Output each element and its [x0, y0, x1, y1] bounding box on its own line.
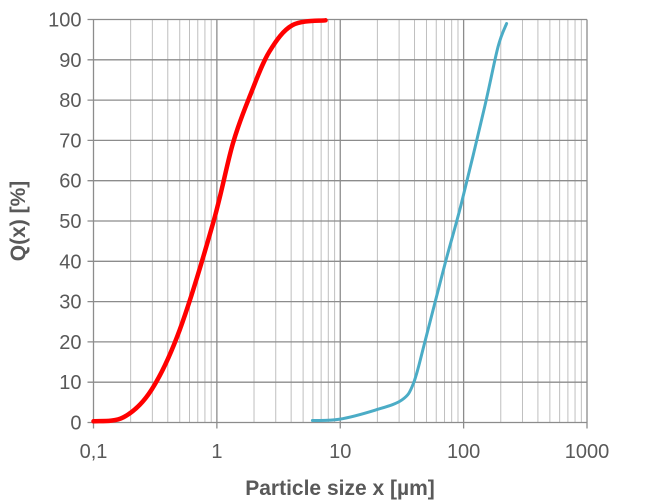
y-tick-label: 60 — [59, 171, 81, 193]
x-tick-label: 1 — [211, 441, 222, 463]
x-tick-label: 10 — [329, 441, 351, 463]
grid — [87, 18, 588, 429]
y-tick-label: 70 — [59, 130, 81, 152]
y-tick-labels: 0 10 20 30 40 50 60 70 80 90 100 — [48, 10, 81, 435]
y-tick-label: 100 — [48, 10, 81, 32]
x-tick-label: 100 — [447, 441, 480, 463]
y-tick-label: 30 — [59, 292, 81, 314]
y-tick-label: 0 — [70, 413, 81, 435]
y-tick-label: 80 — [59, 90, 81, 112]
y-tick-label: 90 — [59, 50, 81, 72]
y-tick-label: 40 — [59, 251, 81, 273]
y-tick-label: 20 — [59, 332, 81, 354]
series-line-1 — [91, 18, 328, 424]
x-axis-title: Particle size x [µm] — [245, 477, 435, 500]
y-axis-title: Q(x) [%] — [7, 181, 30, 262]
x-tick-label: 0,1 — [80, 441, 108, 463]
x-tick-label: 1000 — [565, 441, 610, 463]
y-tick-label: 10 — [59, 372, 81, 394]
series-group — [91, 18, 509, 424]
series-line-2 — [310, 22, 509, 422]
x-tick-labels: 0,1 1 10 100 1000 — [80, 441, 610, 463]
y-tick-label: 50 — [59, 211, 81, 233]
